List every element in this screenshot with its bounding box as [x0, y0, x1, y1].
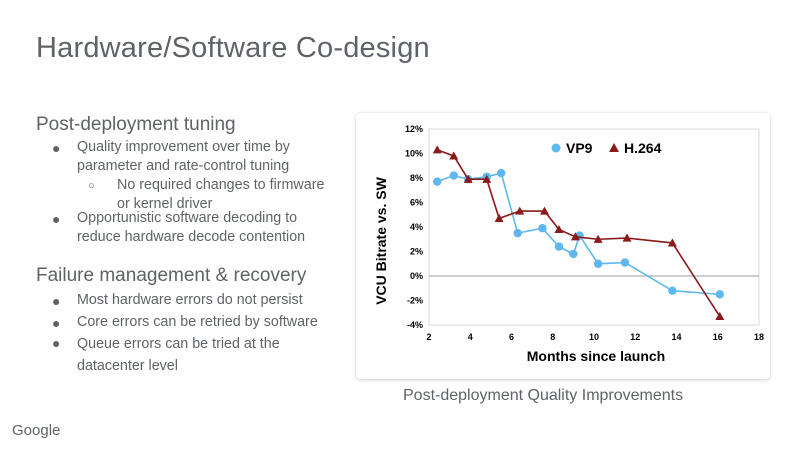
bullet-dot: ●: [52, 293, 61, 309]
legend-label-vp9: VP9: [566, 140, 593, 156]
bullet-dot: ●: [52, 211, 61, 227]
y-tick-label: 2%: [410, 247, 423, 257]
bullet-line: No required changes to firmware: [117, 177, 325, 193]
section-heading-failure-management: Failure management & recovery: [36, 265, 307, 286]
sub-bullet-circle: ○: [88, 180, 95, 192]
data-point-h264: [482, 174, 492, 183]
y-tick-label: 10%: [405, 149, 423, 159]
bullet-line: parameter and rate-control tuning: [77, 158, 290, 174]
bullet-hardware-errors: Most hardware errors do not persist: [77, 292, 303, 308]
data-point-vp9: [449, 171, 458, 180]
data-point-h264: [515, 206, 525, 215]
data-point-vp9: [433, 177, 442, 186]
data-point-vp9: [668, 286, 677, 295]
bullet-line: or kernel driver: [117, 196, 213, 212]
y-tick-label: 4%: [410, 222, 423, 232]
bullet-line: datacenter level: [77, 358, 178, 374]
x-tick-label: 10: [589, 332, 599, 342]
bullet-software-decoding: Opportunistic software decoding to reduc…: [77, 209, 305, 247]
y-tick-label: 6%: [410, 198, 423, 208]
bullet-line: Opportunistic software decoding to: [77, 210, 298, 226]
bullet-queue-errors: Queue errors can be tried at the datacen…: [77, 333, 280, 377]
data-point-h264: [570, 232, 580, 241]
y-tick-label: -2%: [407, 296, 423, 306]
bullet-line: Quality improvement over time by: [77, 139, 290, 155]
y-axis-label: VCU Bitrate vs. SW: [373, 176, 389, 304]
y-tick-label: -4%: [407, 320, 423, 330]
bullet-line: Queue errors can be tried at the: [77, 336, 280, 352]
x-tick-label: 16: [713, 332, 723, 342]
data-point-h264: [494, 213, 504, 223]
data-point-h264: [449, 151, 459, 160]
data-point-h264: [622, 233, 632, 242]
bullet-line: reduce hardware decode contention: [77, 229, 306, 245]
data-point-h264: [593, 234, 603, 243]
x-tick-label: 18: [754, 332, 764, 342]
data-point-vp9: [538, 224, 547, 233]
data-point-h264: [540, 206, 549, 215]
chart-caption: Post-deployment Quality Improvements: [403, 387, 684, 404]
data-point-vp9: [554, 242, 564, 251]
data-point-vp9: [593, 259, 603, 268]
x-tick-label: 14: [671, 332, 681, 342]
google-logo: Google: [12, 422, 61, 439]
plot-frame: [428, 128, 760, 326]
data-point-h264: [667, 238, 677, 247]
chart-card: -4% -2% 0% 2% 4% 6% 8% 10% 12% 2 4 6 8 10 12 14 16 18 VP9…: [356, 113, 770, 379]
legend-label-h264: H.264: [624, 140, 662, 156]
bullet-core-errors: Core errors can be retried by software: [77, 314, 318, 330]
data-point-vp9: [715, 290, 725, 299]
x-axis-label: Months since launch: [527, 348, 665, 364]
bullet-quality-improvement: Quality improvement over time by paramet…: [77, 138, 290, 176]
bitrate-chart: -4% -2% 0% 2% 4% 6% 8% 10% 12% 2 4 6 8 10 12 14 16 18 VP9…: [373, 124, 764, 364]
data-point-vp9: [513, 228, 522, 238]
x-tick-label: 4: [468, 332, 473, 342]
x-tick-label: 2: [426, 332, 431, 342]
slide-title: Hardware/Software Co-design: [36, 32, 430, 64]
bullet-dot: ●: [52, 140, 61, 156]
y-tick-label: 12%: [405, 124, 423, 134]
x-tick-label: 12: [630, 332, 640, 342]
data-point-vp9: [620, 258, 630, 267]
data-point-vp9: [569, 249, 578, 259]
data-point-h264: [715, 311, 725, 321]
y-tick-label: 0%: [410, 271, 423, 281]
section-heading-post-deployment: Post-deployment tuning: [36, 114, 236, 135]
data-point-vp9: [496, 168, 506, 178]
legend-marker-h264: [609, 143, 619, 152]
bullet-dot: ●: [52, 315, 61, 331]
y-tick-label: 8%: [410, 173, 423, 183]
data-point-h264: [554, 224, 564, 234]
x-tick-label: 6: [509, 332, 514, 342]
sub-bullet-no-firmware-changes: No required changes to firmware or kerne…: [117, 176, 324, 214]
data-point-h264: [463, 174, 473, 183]
x-tick-label: 8: [550, 332, 555, 342]
data-point-h264: [432, 145, 442, 154]
legend-marker-vp9: [551, 143, 561, 153]
bullet-dot: ●: [52, 335, 61, 351]
